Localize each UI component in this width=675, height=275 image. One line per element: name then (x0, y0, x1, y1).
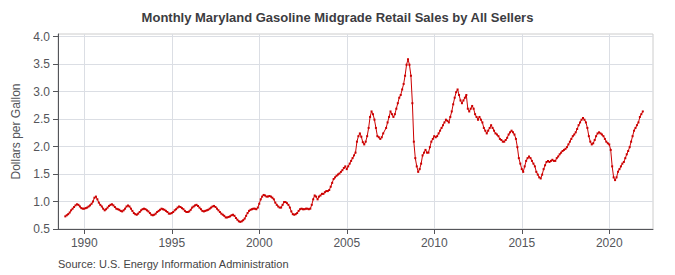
svg-text:2005: 2005 (333, 236, 360, 250)
svg-text:2015: 2015 (508, 236, 535, 250)
svg-text:1995: 1995 (158, 236, 185, 250)
svg-text:4.0: 4.0 (33, 30, 50, 44)
svg-text:2000: 2000 (246, 236, 273, 250)
svg-text:1.5: 1.5 (33, 167, 50, 181)
svg-text:2010: 2010 (421, 236, 448, 250)
svg-text:1990: 1990 (71, 236, 98, 250)
svg-text:Monthly Maryland Gasoline Midg: Monthly Maryland Gasoline Midgrade Retai… (142, 10, 534, 25)
svg-text:2.5: 2.5 (33, 112, 50, 126)
svg-text:Source: U.S. Energy Informatio: Source: U.S. Energy Information Administ… (58, 258, 289, 270)
svg-text:3.0: 3.0 (33, 85, 50, 99)
svg-text:1.0: 1.0 (33, 195, 50, 209)
svg-text:2.0: 2.0 (33, 140, 50, 154)
svg-text:2020: 2020 (596, 236, 623, 250)
svg-text:Dollars per Gallon: Dollars per Gallon (9, 83, 23, 179)
svg-text:0.5: 0.5 (33, 222, 50, 236)
svg-text:3.5: 3.5 (33, 57, 50, 71)
